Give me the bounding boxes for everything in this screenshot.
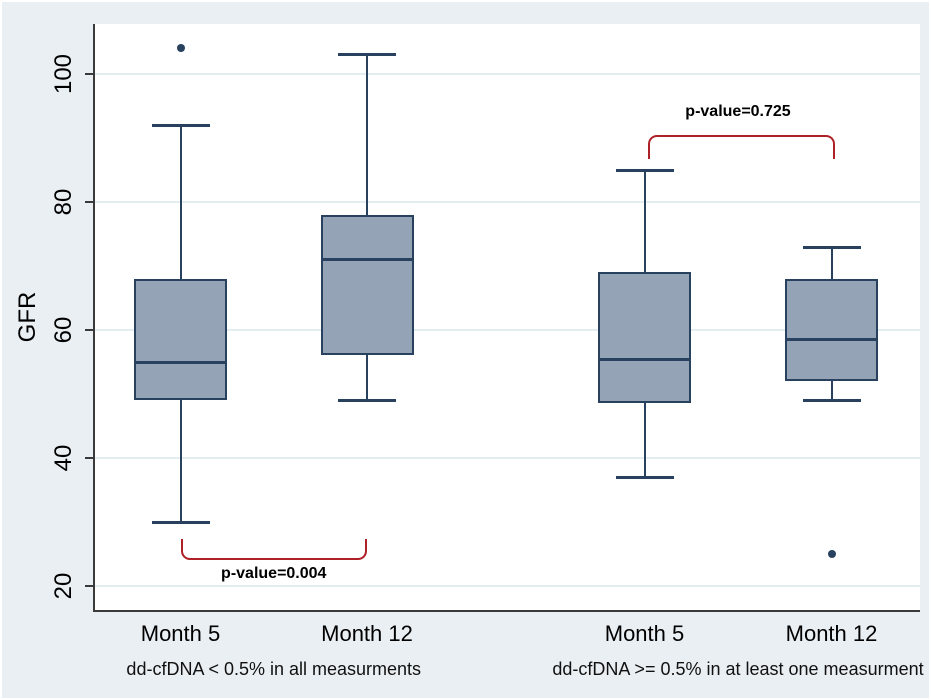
y-tick-mark (85, 200, 93, 203)
group-label: dd-cfDNA < 0.5% in all measurments (126, 659, 422, 679)
y-axis-line (93, 24, 95, 610)
significance-bracket (647, 135, 835, 159)
median-line (320, 258, 414, 262)
whisker-cap-upper (151, 123, 210, 127)
y-tick-label: 60 (50, 316, 77, 344)
box-iqr (598, 272, 691, 404)
whisker-lower (179, 400, 182, 522)
median-line (785, 338, 878, 342)
y-axis-title: GFR (14, 291, 41, 343)
p-value-annotation: p-value=0.004 (221, 565, 327, 582)
x-category-label: Month 12 (785, 621, 878, 646)
x-category-label: Month 5 (140, 621, 221, 646)
group-label: dd-cfDNA >= 0.5% in at least one measurm… (552, 659, 924, 679)
y-tick-mark (85, 72, 93, 75)
whisker-cap-lower (802, 399, 861, 403)
y-tick-label: 40 (50, 444, 77, 472)
y-tick-mark (85, 456, 93, 459)
box-iqr (320, 214, 414, 356)
box-iqr (134, 278, 227, 401)
plot-area (95, 24, 920, 610)
significance-bracket (180, 539, 367, 560)
whisker-upper (366, 54, 368, 215)
outlier-point (827, 549, 836, 558)
box-iqr (785, 278, 878, 382)
outlier-point (176, 44, 185, 53)
whisker-cap-upper (615, 168, 674, 172)
y-gridline (95, 72, 920, 75)
whisker-cap-upper (338, 53, 396, 57)
median-line (598, 357, 691, 361)
whisker-cap-lower (338, 399, 396, 403)
y-tick-label: 20 (50, 572, 77, 600)
whisker-upper (830, 246, 833, 279)
whisker-lower (366, 355, 368, 401)
y-gridline (95, 200, 920, 203)
x-category-label: Month 5 (604, 621, 685, 646)
y-gridline (95, 328, 920, 331)
y-tick-mark (85, 328, 93, 331)
x-axis-line (93, 610, 920, 612)
y-tick-label: 100 (50, 53, 77, 94)
y-tick-label: 80 (50, 188, 77, 216)
p-value-annotation: p-value=0.725 (685, 103, 791, 120)
whisker-cap-lower (615, 476, 674, 480)
y-tick-mark (85, 584, 93, 587)
whisker-cap-lower (151, 520, 210, 524)
whisker-lower (830, 381, 833, 401)
whisker-upper (643, 169, 646, 273)
whisker-cap-upper (802, 245, 861, 249)
y-gridline (95, 456, 920, 459)
median-line (134, 360, 227, 364)
y-gridline (95, 584, 920, 587)
whisker-lower (643, 403, 646, 478)
whisker-upper (179, 124, 182, 279)
x-category-label: Month 12 (321, 621, 413, 646)
